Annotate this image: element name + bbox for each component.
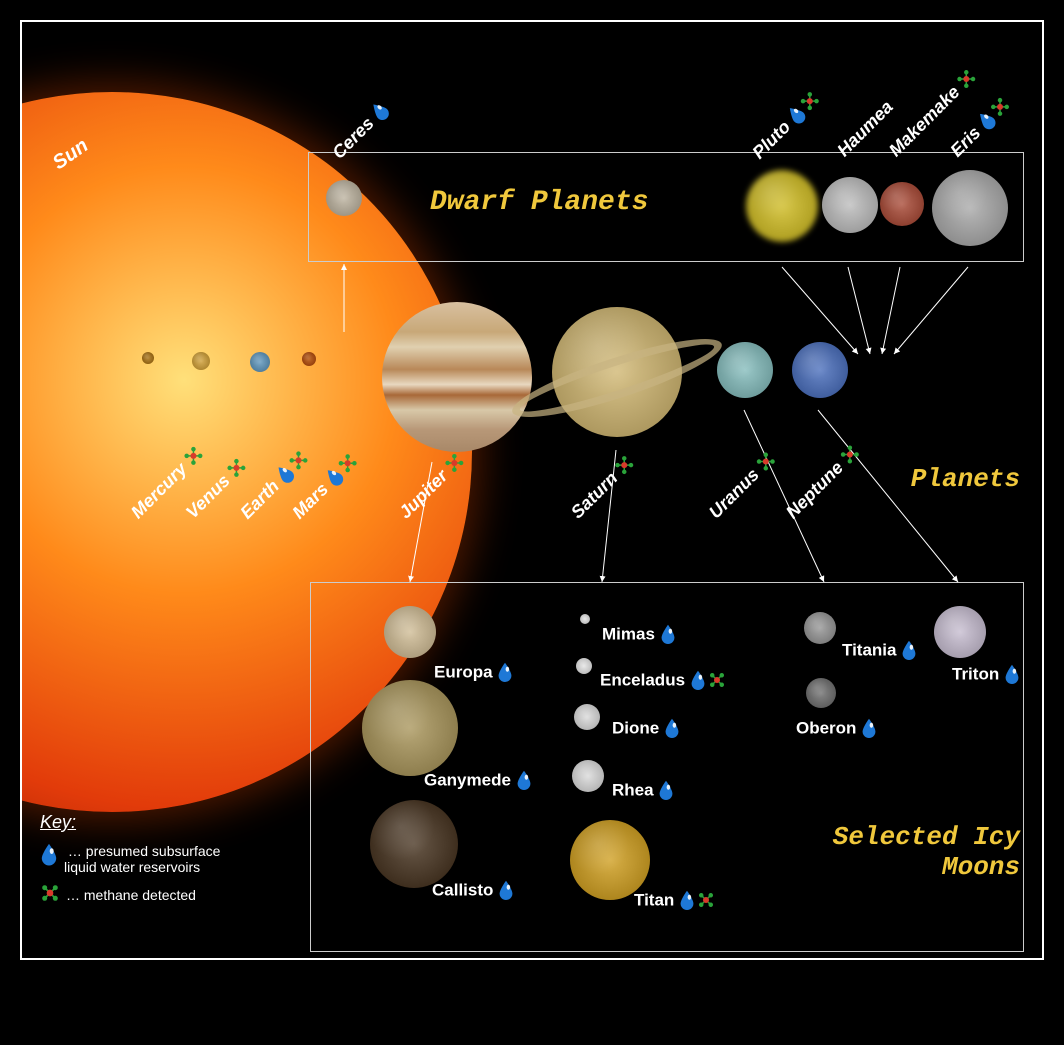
- methane-icon: [40, 883, 60, 906]
- water-icon: [901, 640, 919, 662]
- dwarf-eris: [932, 170, 1008, 246]
- dwarf-ceres: [326, 180, 362, 216]
- water-icon: [690, 670, 708, 692]
- water-icon: [660, 624, 678, 646]
- water-icon: [679, 890, 697, 912]
- dione-label-group: Dione: [612, 718, 682, 740]
- planet-venus: [192, 352, 210, 370]
- ganymede-label: Ganymede: [424, 770, 511, 789]
- europa-label-group: Europa: [434, 662, 515, 684]
- rhea-label-group: Rhea: [612, 780, 676, 802]
- titania-label: Titania: [842, 640, 896, 659]
- planet-uranus: [717, 342, 773, 398]
- rhea-label: Rhea: [612, 780, 654, 799]
- neptune-label-group: Neptune: [782, 440, 866, 524]
- methane-icon: [954, 65, 982, 93]
- water-icon: [861, 718, 879, 740]
- moon-titan: [570, 820, 650, 900]
- moon-europa: [384, 606, 436, 658]
- titania-label-group: Titania: [842, 640, 919, 662]
- titan-label-group: Titan: [634, 890, 717, 912]
- makemake-line: [882, 267, 900, 354]
- water-icon: [497, 662, 515, 684]
- moon-callisto: [370, 800, 458, 888]
- legend-title: Key:: [40, 812, 280, 833]
- diagram-canvas: SunDwarf PlanetsPlanetsSelected Icy Moon…: [20, 20, 1044, 960]
- dwarf-pluto: [746, 170, 818, 242]
- callisto-label-group: Callisto: [432, 880, 516, 902]
- moon-ganymede: [362, 680, 458, 776]
- enceladus-label-group: Enceladus: [600, 670, 728, 692]
- triton-label-group: Triton: [952, 664, 1022, 686]
- legend-water-text: … presumed subsurface liquid water reser…: [64, 843, 220, 875]
- planet-neptune: [792, 342, 848, 398]
- oberon-label: Oberon: [796, 718, 856, 737]
- methane-icon: [697, 891, 717, 911]
- callisto-label: Callisto: [432, 880, 493, 899]
- planets-label: Planets: [911, 464, 1020, 494]
- planet-jupiter: [382, 302, 532, 452]
- eris-line: [894, 267, 968, 354]
- mimas-label: Mimas: [602, 624, 655, 643]
- triton-label: Triton: [952, 664, 999, 683]
- uranus-label-group: Uranus: [705, 447, 782, 524]
- pluto-line: [782, 267, 858, 354]
- uranus-label: Uranus: [705, 464, 763, 522]
- legend: Key: … presumed subsurface liquid water …: [40, 812, 280, 906]
- saturn-label-group: Saturn: [567, 450, 640, 523]
- moons-label: Selected Icy Moons: [833, 822, 1020, 882]
- neptune-label: Neptune: [782, 457, 847, 522]
- mimas-label-group: Mimas: [602, 624, 678, 646]
- water-icon: [367, 97, 395, 125]
- planet-mercury: [142, 352, 154, 364]
- water-icon: [658, 780, 676, 802]
- titan-label: Titan: [634, 890, 674, 909]
- saturn-label: Saturn: [567, 468, 621, 522]
- dwarf-makemake: [880, 182, 924, 226]
- water-icon: [40, 843, 58, 869]
- dione-label: Dione: [612, 718, 659, 737]
- water-icon: [498, 880, 516, 902]
- moon-triton: [934, 606, 986, 658]
- moon-mimas: [580, 614, 590, 624]
- water-icon: [1004, 664, 1022, 686]
- legend-methane-text: … methane detected: [66, 887, 196, 903]
- dwarf-planets-label: Dwarf Planets: [430, 187, 648, 218]
- methane-icon: [612, 451, 640, 479]
- haumea-line: [848, 267, 870, 354]
- haumea-label: Haumea: [833, 97, 897, 161]
- water-icon: [516, 770, 534, 792]
- moon-dione: [574, 704, 600, 730]
- moon-oberon: [806, 678, 836, 708]
- water-icon: [664, 718, 682, 740]
- moon-titania: [804, 612, 836, 644]
- methane-icon: [753, 448, 781, 476]
- planet-earth: [250, 352, 270, 372]
- methane-icon: [837, 441, 865, 469]
- moon-enceladus: [576, 658, 592, 674]
- ganymede-label-group: Ganymede: [424, 770, 534, 792]
- frame: SunDwarf PlanetsPlanetsSelected Icy Moon…: [0, 0, 1064, 1045]
- neptune-moons: [818, 410, 958, 582]
- methane-icon: [708, 671, 728, 691]
- moon-rhea: [572, 760, 604, 792]
- oberon-label-group: Oberon: [796, 718, 879, 740]
- enceladus-label: Enceladus: [600, 670, 685, 689]
- dwarf-haumea: [822, 177, 878, 233]
- planet-mars: [302, 352, 316, 366]
- europa-label: Europa: [434, 662, 493, 681]
